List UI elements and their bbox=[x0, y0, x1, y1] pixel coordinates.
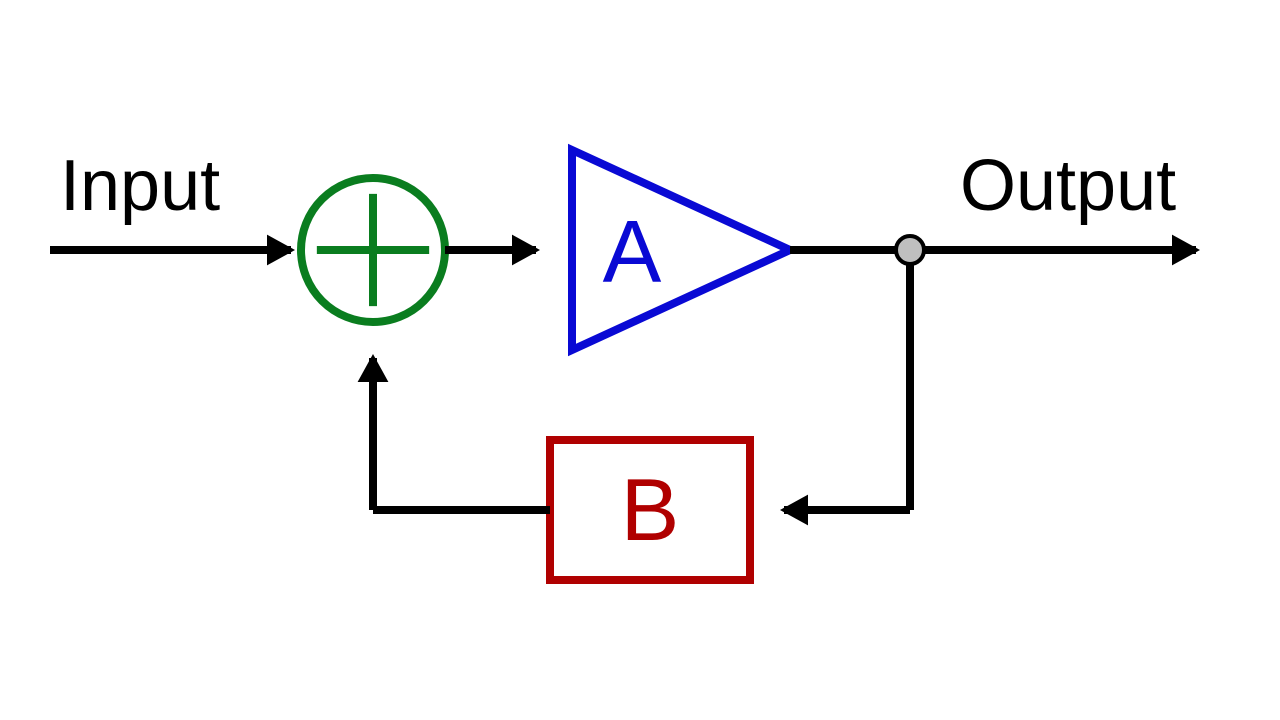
feedback-block-diagram: A B Input Output bbox=[0, 0, 1280, 720]
arrowhead bbox=[267, 235, 295, 266]
arrowhead bbox=[358, 354, 389, 382]
output-label: Output bbox=[960, 146, 1176, 226]
arrowhead bbox=[512, 235, 540, 266]
feedback-label: B bbox=[621, 460, 680, 559]
amplifier-label: A bbox=[603, 202, 662, 301]
arrowhead bbox=[1172, 235, 1200, 266]
input-label: Input bbox=[60, 146, 220, 226]
arrowhead bbox=[780, 495, 808, 526]
branch-node bbox=[896, 236, 924, 264]
